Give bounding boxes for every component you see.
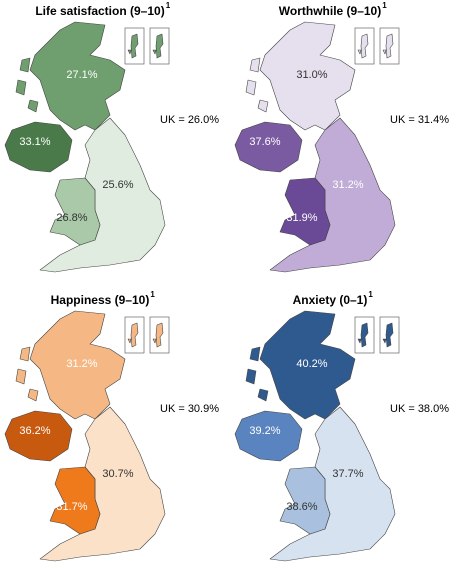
inset-islands	[127, 33, 139, 59]
region-northern-ireland	[4, 410, 73, 462]
map-panel: Life satisfaction (9–10) 1 27.1% 33.1% 25.6%…	[4, 1, 219, 273]
region-wales	[279, 177, 331, 246]
inset-islands	[382, 322, 394, 348]
region-value-label: 30.7%	[102, 468, 133, 480]
region-value-label: 37.6%	[249, 136, 280, 148]
panel-title: Worthwhile (9–10)	[279, 4, 381, 18]
inset-islands	[357, 33, 369, 59]
region-northern-ireland	[4, 121, 73, 173]
region-value-label: 26.8%	[56, 212, 87, 224]
region-value-label: 36.2%	[19, 425, 50, 437]
map-panel: Happiness (9–10) 1 31.2% 36.2% 30.7% 31.7% UK …	[4, 290, 219, 562]
region-value-label: 38.6%	[286, 501, 317, 513]
inset-islands	[382, 33, 394, 59]
region-value-label: 31.2%	[332, 179, 363, 191]
inset-islands	[357, 322, 369, 348]
region-value-label: 31.2%	[66, 358, 97, 370]
region-value-label: 31.0%	[296, 69, 327, 81]
region-wales	[49, 466, 101, 535]
title-superscript: 1	[150, 290, 155, 299]
region-value-label: 39.2%	[249, 425, 280, 437]
title-superscript: 1	[166, 1, 171, 10]
region-wales	[279, 466, 331, 535]
panel-title: Happiness (9–10)	[51, 293, 150, 307]
region-value-label: 33.1%	[19, 136, 50, 148]
uk-average-label: UK = 31.4%	[390, 114, 449, 126]
region-value-label: 27.1%	[66, 69, 97, 81]
region-value-label: 31.9%	[286, 212, 317, 224]
inset-islands	[152, 322, 164, 348]
region-northern-ireland	[234, 121, 303, 173]
region-value-label: 37.7%	[332, 468, 363, 480]
uk-average-label: UK = 26.0%	[160, 114, 219, 126]
panel-title: Anxiety (0–1)	[293, 293, 368, 307]
map-panel: Anxiety (0–1) 1 40.2% 39.2% 37.7% 38.6% UK = 3…	[234, 290, 449, 562]
title-superscript: 1	[368, 290, 373, 299]
inset-islands	[127, 322, 139, 348]
region-wales	[49, 177, 101, 246]
region-value-label: 40.2%	[296, 358, 327, 370]
uk-average-label: UK = 30.9%	[160, 403, 219, 415]
region-northern-ireland	[234, 410, 303, 462]
panel-title: Life satisfaction (9–10)	[35, 4, 164, 18]
uk-average-label: UK = 38.0%	[390, 403, 449, 415]
inset-islands	[152, 33, 164, 59]
region-value-label: 25.6%	[102, 179, 133, 191]
region-value-label: 31.7%	[56, 501, 87, 513]
map-panel: Worthwhile (9–10) 1 31.0% 37.6% 31.2% 31.9% UK…	[234, 1, 449, 273]
title-superscript: 1	[382, 1, 387, 10]
